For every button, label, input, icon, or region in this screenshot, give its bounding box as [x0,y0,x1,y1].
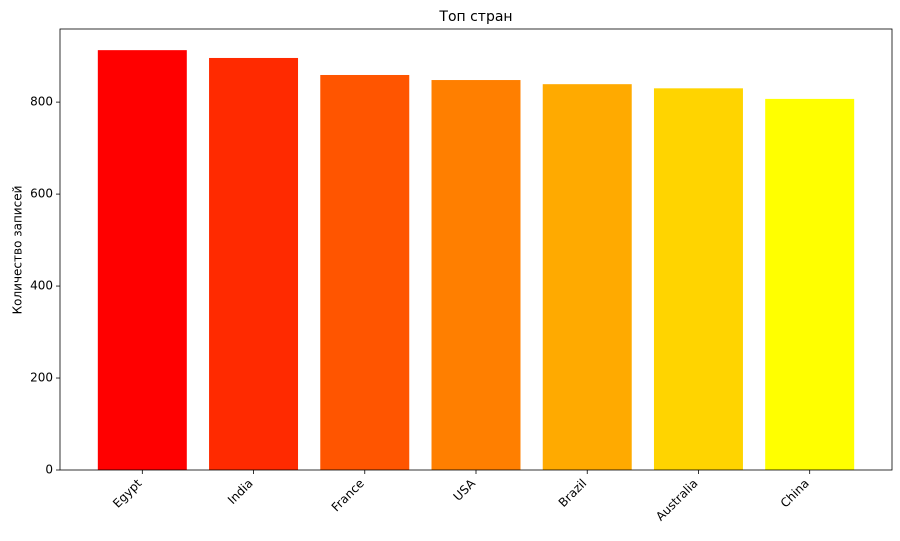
x-tick-label: Egypt [110,476,145,511]
x-tick-label: USA [451,476,479,504]
y-tick-label: 0 [45,463,53,477]
y-axis-label: Количество записей [11,186,25,315]
bar [542,84,632,470]
bar [653,88,743,470]
x-tick-label: Brazil [556,476,590,510]
y-tick-label: 600 [30,187,53,201]
y-tick-label: 800 [30,95,53,109]
y-tick-label: 400 [30,279,53,293]
chart-title: Топ стран [438,9,512,25]
x-tick-label: China [778,476,812,510]
x-tick-label: France [329,476,367,514]
x-tick-label: India [225,476,256,507]
bar [209,57,299,471]
x-tick-label: Australia [653,476,700,523]
bar [320,74,410,470]
bar [97,50,187,470]
bar [431,80,521,470]
y-tick-label: 200 [30,371,53,385]
plot-frame [59,28,893,471]
bar [765,98,855,470]
